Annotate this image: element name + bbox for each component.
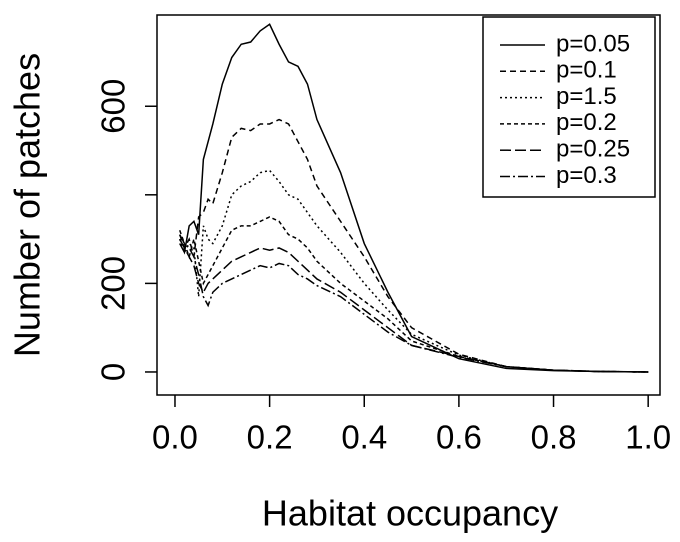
x-tick-label: 1.0 <box>625 419 671 456</box>
series-line <box>179 169 649 373</box>
legend-label: p=0.05 <box>556 30 630 57</box>
y-tick-label: 0 <box>95 363 132 381</box>
y-tick-label: 600 <box>95 79 132 134</box>
y-axis-label: Number of patches <box>7 53 48 357</box>
legend-box <box>482 16 656 198</box>
series-line <box>179 118 649 373</box>
legend-label: p=0.1 <box>556 57 617 84</box>
series-line <box>179 23 649 373</box>
legend-label: p=1.5 <box>556 83 617 110</box>
x-tick-label: 0.0 <box>152 419 198 456</box>
legend-label: p=0.25 <box>556 136 630 163</box>
series-line <box>179 234 649 373</box>
series-line <box>179 216 649 373</box>
series-line <box>179 238 649 373</box>
plot-box <box>156 14 661 396</box>
y-tick-label: 200 <box>95 256 132 311</box>
legend-label: p=0.2 <box>556 109 617 136</box>
legend-label: p=0.3 <box>556 162 617 189</box>
x-tick-label: 0.2 <box>247 419 293 456</box>
x-tick-label: 0.4 <box>341 419 387 456</box>
x-axis-label: Habitat occupancy <box>262 493 558 534</box>
x-tick-label: 0.8 <box>531 419 577 456</box>
x-tick-label: 0.6 <box>436 419 482 456</box>
